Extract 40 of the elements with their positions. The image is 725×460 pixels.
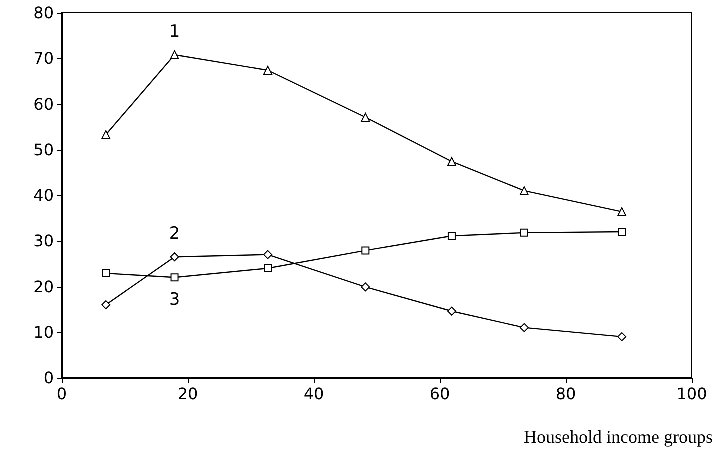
point (170, 50, 180, 60)
point (447, 306, 456, 316)
point (264, 264, 272, 272)
x-axis-title: Household income groups (524, 427, 714, 447)
y-tick-label: 30 (34, 232, 54, 251)
point (362, 246, 370, 255)
point (102, 130, 111, 140)
point (618, 228, 626, 236)
point (170, 274, 179, 282)
series-label: 2 (169, 224, 180, 244)
point (102, 270, 110, 278)
point (448, 232, 456, 240)
y-tick-label: 20 (34, 277, 54, 296)
x-tick-label: 20 (178, 384, 198, 404)
point (264, 66, 273, 75)
point (264, 250, 273, 260)
x-tick-label: 60 (430, 384, 450, 404)
x-tick-label: 100 (676, 384, 708, 404)
point (520, 323, 529, 332)
point (618, 207, 627, 216)
y-tick-label: 40 (34, 186, 54, 205)
point (361, 282, 370, 292)
point (361, 112, 370, 122)
x-tick-label: 0 (56, 384, 68, 404)
y-tick-label: 50 (34, 140, 54, 160)
point (102, 300, 111, 310)
series-label: 3 (169, 290, 180, 310)
y-tick-label: 60 (34, 94, 54, 114)
x-tick-label: 80 (556, 384, 576, 404)
point (618, 332, 627, 342)
y-tick-label: 10 (34, 322, 54, 342)
y-tick-label: 0 (44, 368, 54, 388)
x-tick-label: 40 (304, 384, 324, 404)
series-label: 1 (169, 22, 180, 42)
point (520, 228, 528, 237)
point (447, 157, 456, 166)
y-tick-label: 70 (34, 49, 54, 68)
point (520, 186, 529, 196)
point (170, 252, 180, 262)
y-tick-label: 80 (34, 4, 54, 22)
